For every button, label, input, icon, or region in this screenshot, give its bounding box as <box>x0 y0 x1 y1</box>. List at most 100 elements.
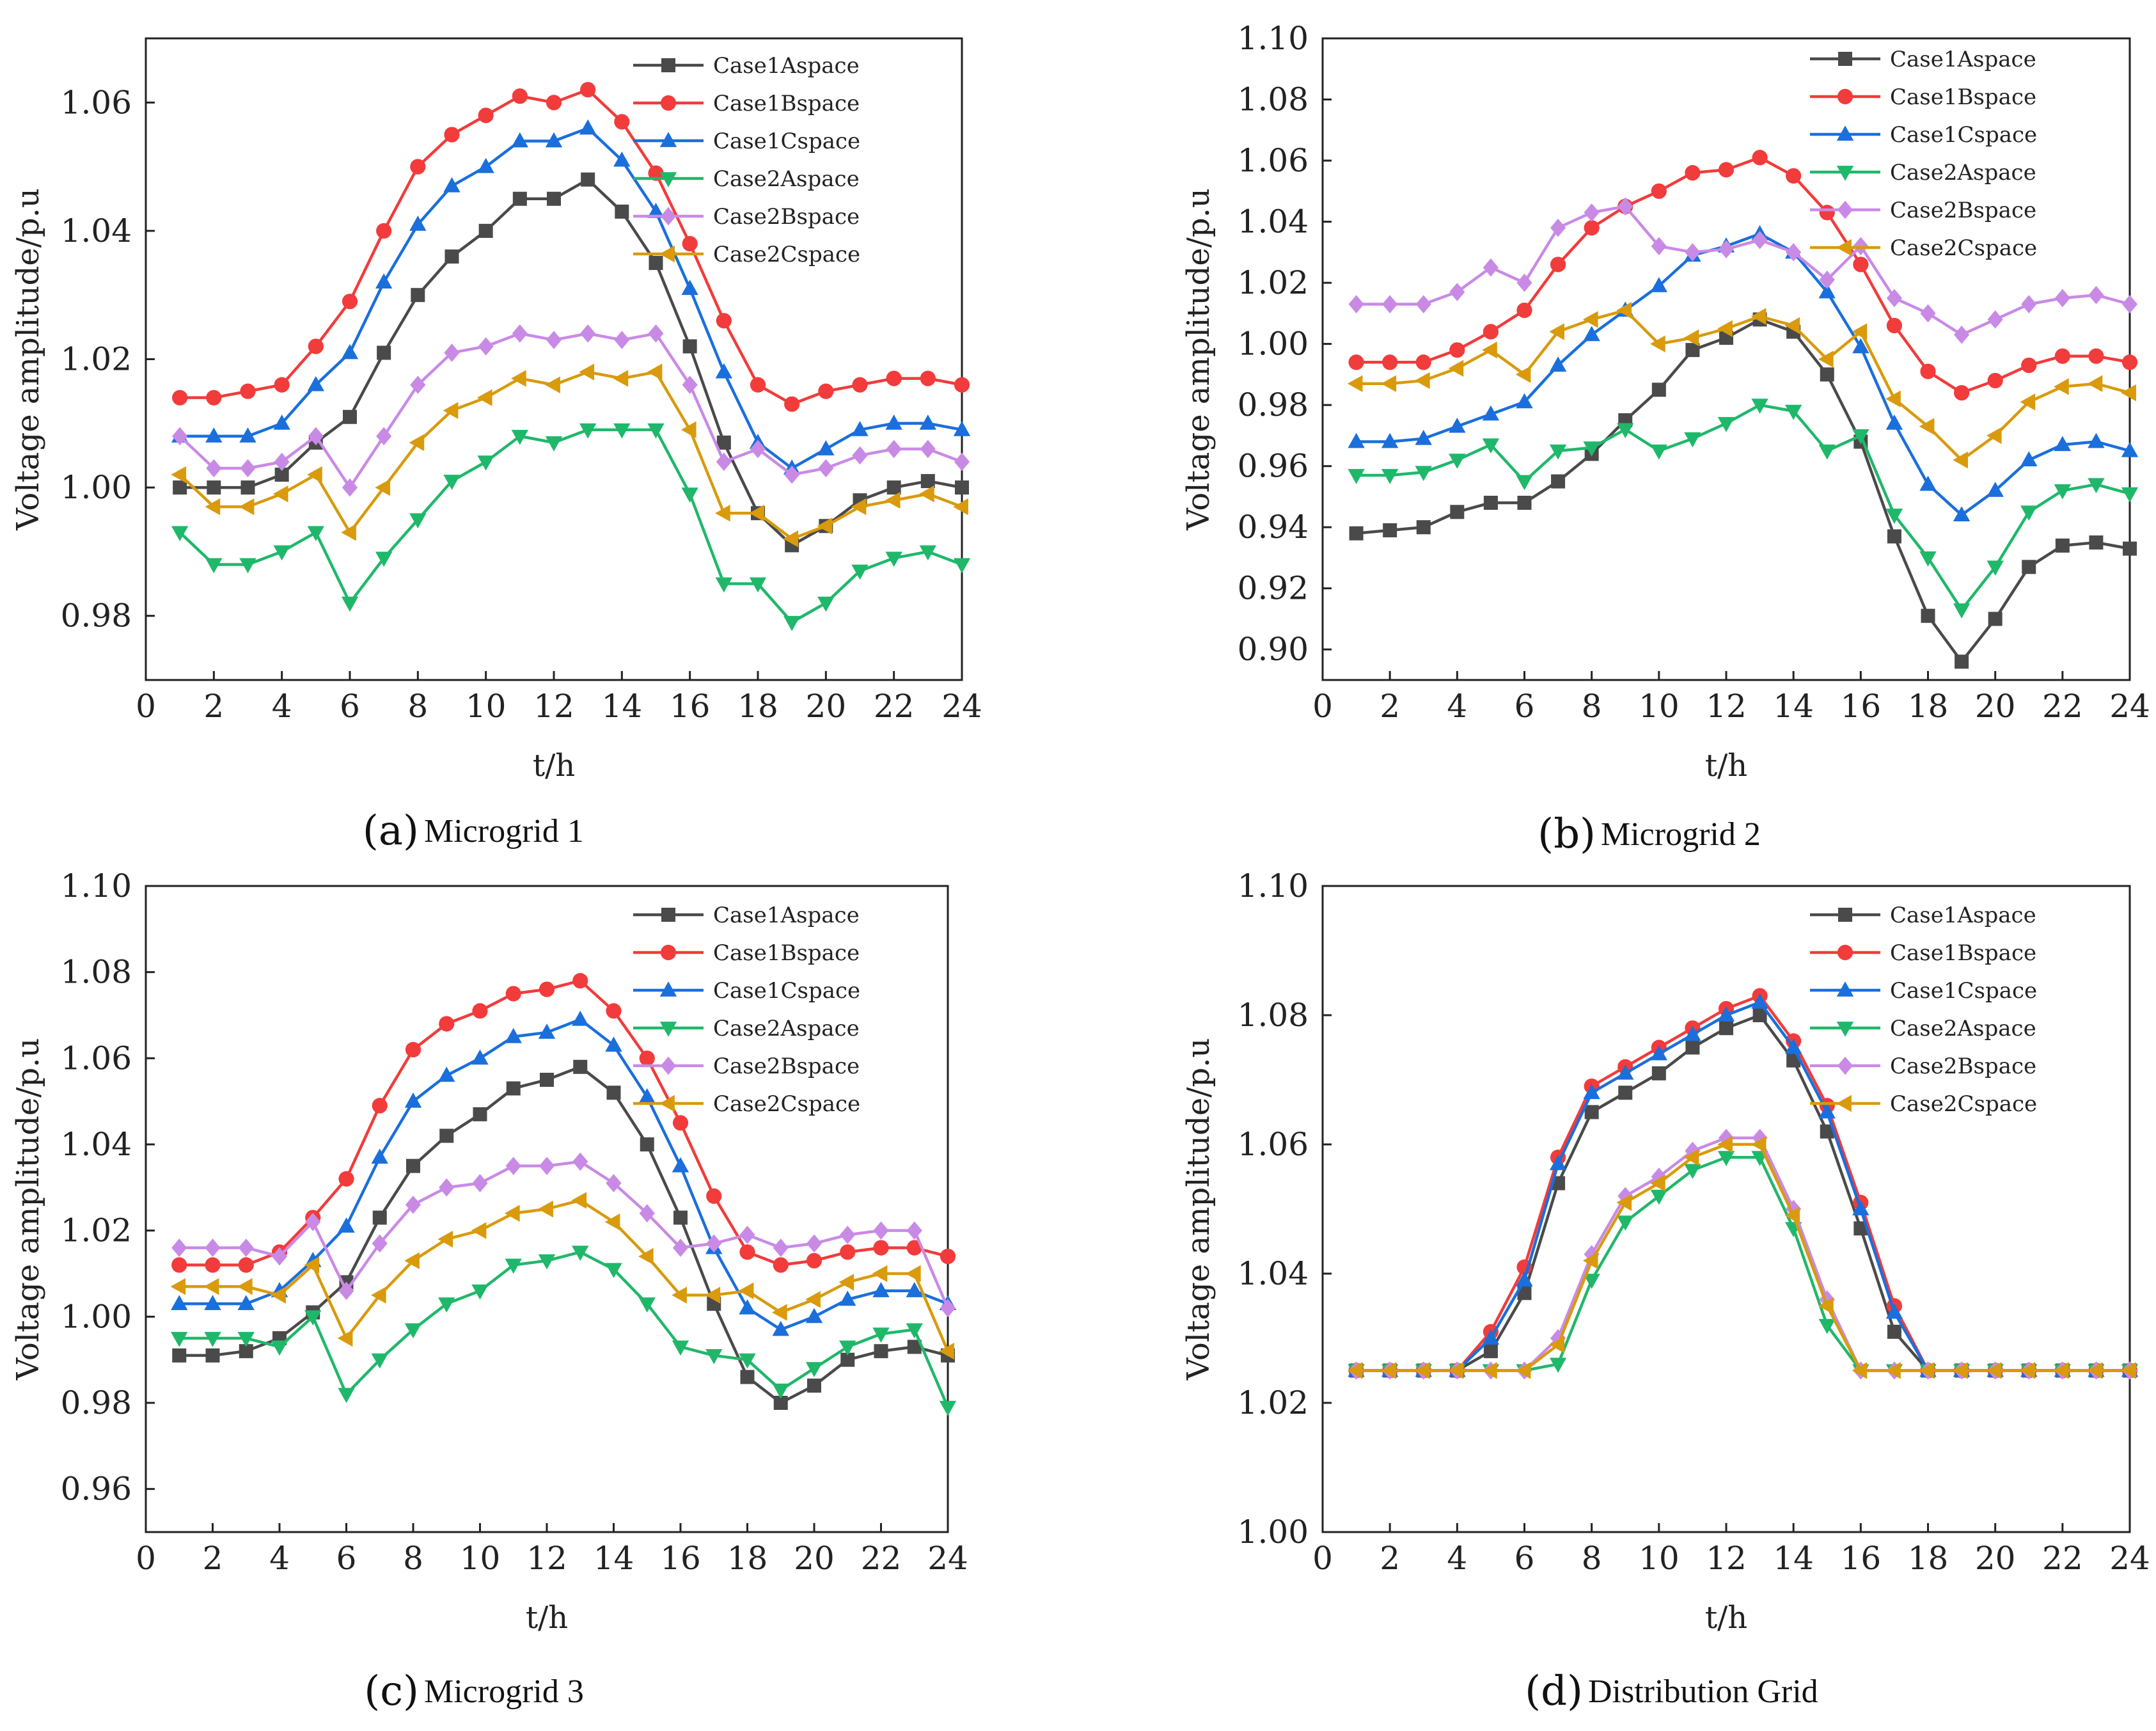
data-point-Case1Aspace <box>2089 535 2104 550</box>
data-point-Case2Bspace <box>852 446 868 465</box>
data-point-Case1Cspace <box>1717 1006 1735 1022</box>
x-tick-label: 2 <box>203 688 224 725</box>
data-point-Case1Aspace <box>1719 1021 1733 1036</box>
data-point-Case1Aspace <box>1651 383 1666 397</box>
x-tick-label: 24 <box>2109 688 2150 725</box>
data-point-Case1Bspace <box>376 223 392 239</box>
data-point-Case1Cspace <box>1650 277 1668 292</box>
y-axis-title: Voltage amplitude/p.u <box>10 188 46 531</box>
data-point-Case2Cspace <box>1919 1362 1935 1379</box>
data-point-Case1Bspace <box>308 338 324 354</box>
data-point-Case2Cspace <box>271 1286 286 1304</box>
data-point-Case2Aspace <box>672 1340 689 1356</box>
data-point-Case1Bspace <box>1752 150 1768 166</box>
data-point-Case1Aspace <box>239 1344 253 1359</box>
caption-letter: (a) <box>363 807 419 855</box>
data-point-Case1Aspace <box>773 1396 788 1410</box>
data-point-Case2Cspace <box>1751 1135 1767 1153</box>
y-tick-label: 1.00 <box>1238 1514 1309 1551</box>
data-point-Case2Aspace <box>749 577 767 593</box>
data-point-Case1Cspace <box>1818 283 1836 299</box>
data-point-Case2Aspace <box>1987 560 2004 576</box>
data-point-Case2Cspace <box>1381 1362 1397 1379</box>
data-point-Case2Bspace <box>886 439 902 459</box>
data-point-Case2Bspace <box>2021 295 2037 313</box>
data-point-Case1Aspace <box>377 345 391 360</box>
data-point-Case1Bspace <box>852 377 868 393</box>
data-point-Case2Cspace <box>476 389 492 406</box>
data-point-Case1Aspace <box>907 1340 922 1354</box>
data-point-Case1Aspace <box>473 1107 487 1121</box>
data-point-Case2Cspace <box>1885 390 1901 407</box>
data-point-Case2Cspace <box>715 505 730 522</box>
data-point-Case1Aspace <box>1551 474 1566 489</box>
legend: Case1Aspace Case1Bspace Case1Cspace Case2As… <box>633 53 860 267</box>
x-tick-label: 22 <box>2042 1540 2083 1577</box>
data-point-Case2Cspace <box>1717 320 1733 337</box>
data-point-Case2Aspace <box>2121 487 2139 503</box>
data-point-Case2Bspace <box>2054 288 2070 308</box>
data-point-Case1Bspace <box>472 1003 488 1019</box>
data-point-Case1Bspace <box>716 313 732 329</box>
y-tick-label: 1.00 <box>61 469 132 506</box>
data-point-Case1Cspace <box>273 415 290 430</box>
data-point-Case1Bspace <box>1853 257 1869 273</box>
x-tick-label: 0 <box>136 1540 156 1577</box>
series-line-Case2Cspace <box>1356 1142 2130 1372</box>
data-point-Case1Bspace <box>1886 317 1903 334</box>
data-point-Case2Bspace <box>873 1221 889 1240</box>
data-point-Case1Bspace <box>750 377 766 393</box>
y-tick-label: 1.02 <box>61 1212 132 1249</box>
data-point-Case1Bspace <box>274 377 290 393</box>
data-point-Case1Cspace <box>1818 1103 1836 1119</box>
data-point-Case2Bspace <box>1886 288 1903 308</box>
data-point-Case2Cspace <box>1347 375 1363 392</box>
legend-label: Case2Cspace <box>713 1091 860 1117</box>
data-point-Case1Cspace <box>1784 1038 1802 1054</box>
data-point-Case1Cspace <box>739 1299 756 1315</box>
data-point-Case1Bspace <box>338 1171 354 1187</box>
data-point-Case1Aspace <box>1988 612 2003 626</box>
series-line-Case1Cspace <box>1356 232 2130 517</box>
data-point-Case2Aspace <box>545 436 563 452</box>
data-point-Case2Bspace <box>840 1226 856 1244</box>
data-point-Case2Bspace <box>1449 283 1465 301</box>
data-point-Case2Cspace <box>1616 1194 1632 1212</box>
data-point-Case1Aspace <box>343 409 357 424</box>
data-point-Case2Aspace <box>739 1353 756 1369</box>
data-point-Case1Aspace <box>1349 526 1364 541</box>
y-tick-label: 0.98 <box>61 1384 132 1421</box>
data-point-Case1Bspace <box>818 383 834 399</box>
y-tick-label: 1.02 <box>1238 264 1309 301</box>
data-point-Case1Cspace <box>681 280 698 296</box>
x-tick-label: 12 <box>533 688 574 725</box>
data-point-Case1Bspace <box>886 370 902 386</box>
caption-letter: (d) <box>1525 1668 1583 1715</box>
data-point-Case2Aspace <box>1583 441 1600 457</box>
data-point-Case1Cspace <box>1583 1084 1600 1100</box>
data-point-Case2Cspace <box>545 376 560 393</box>
data-point-Case2Bspace <box>2088 285 2104 304</box>
data-point-Case1Bspace <box>1953 384 1970 401</box>
data-point-Case1Aspace <box>1853 1221 1868 1236</box>
data-point-Case2Cspace <box>705 1286 721 1304</box>
x-axis-title: t/h <box>1705 1600 1747 1636</box>
data-point-Case2Aspace <box>511 429 529 445</box>
legend-marker-Case2Bspace <box>660 1056 677 1075</box>
legend-marker-Case2Aspace <box>659 1022 677 1037</box>
data-point-Case2Aspace <box>1684 1164 1701 1180</box>
data-point-Case2Bspace <box>954 452 970 471</box>
data-point-Case1Aspace <box>1483 495 1498 510</box>
data-point-Case2Aspace <box>572 1245 589 1261</box>
series-line-Case2Cspace <box>178 370 963 541</box>
data-point-Case1Cspace <box>171 1295 188 1311</box>
data-point-Case1Cspace <box>1516 1271 1533 1286</box>
y-tick-label: 0.96 <box>61 1471 132 1508</box>
data-point-Case1Bspace <box>614 114 630 130</box>
data-point-Case2Aspace <box>647 423 665 439</box>
legend-marker-Case1Bspace <box>1837 944 1853 961</box>
data-point-Case1Cspace <box>409 216 427 231</box>
data-point-Case1Aspace <box>547 191 561 206</box>
data-point-Case2Cspace <box>1582 311 1598 328</box>
data-point-Case2Cspace <box>738 1282 754 1300</box>
